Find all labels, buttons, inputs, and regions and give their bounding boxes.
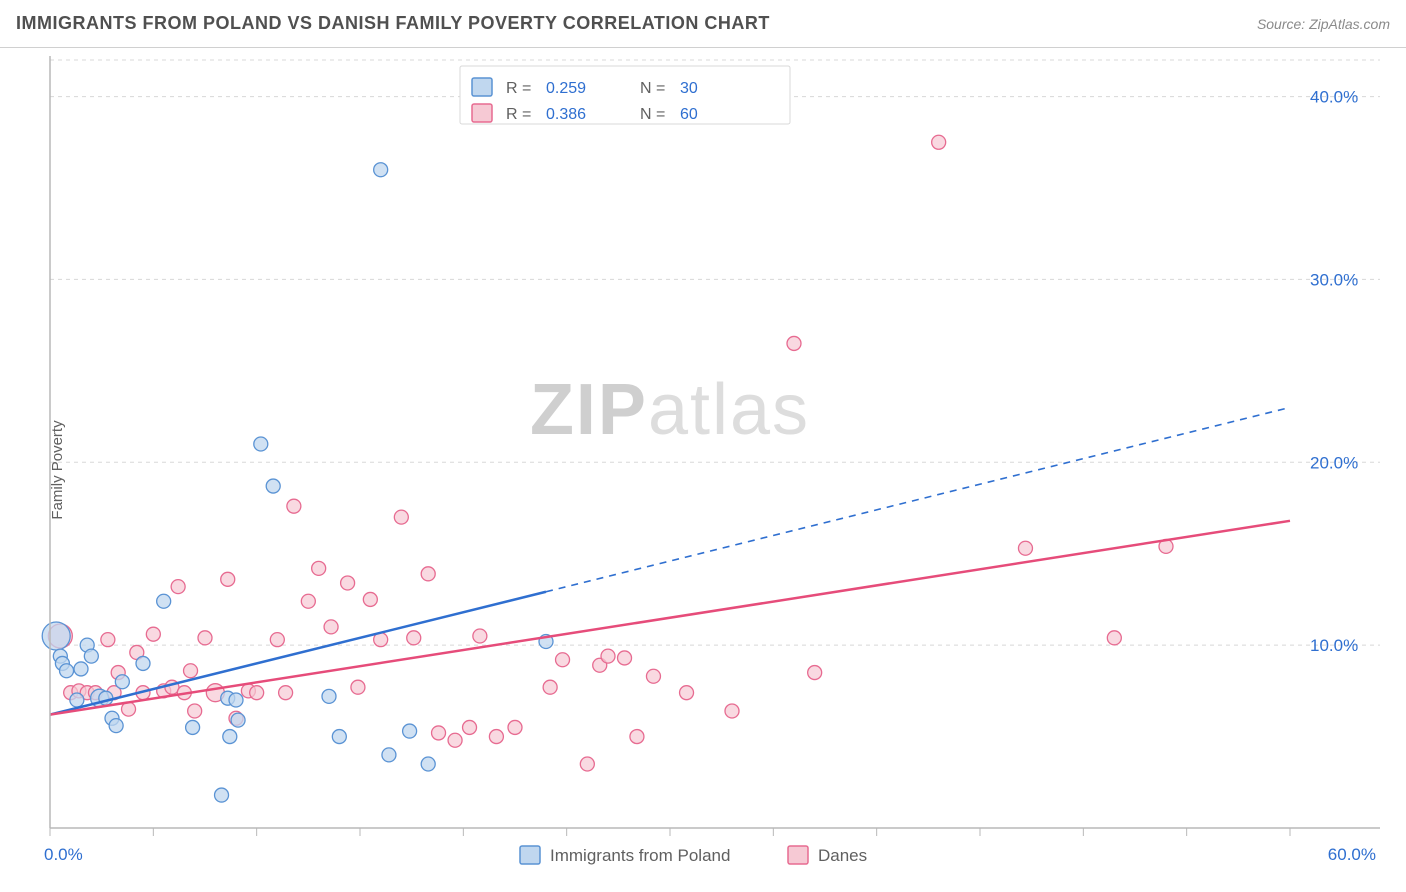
data-point xyxy=(266,479,280,493)
legend-n-label: N = xyxy=(640,106,665,123)
y-tick-label: 20.0% xyxy=(1310,453,1358,472)
data-point xyxy=(421,567,435,581)
y-tick-label: 30.0% xyxy=(1310,270,1358,289)
data-point xyxy=(70,693,84,707)
legend-r-label: R = xyxy=(506,80,531,97)
data-point xyxy=(341,576,355,590)
series-swatch xyxy=(520,846,540,864)
legend-r-value: 0.259 xyxy=(546,80,586,97)
data-point xyxy=(221,572,235,586)
data-point xyxy=(680,686,694,700)
trend-line xyxy=(50,521,1290,715)
chart-source: Source: ZipAtlas.com xyxy=(1257,16,1390,32)
scatter-chart: 10.0% 20.0% 30.0% 40.0% ZIPatlas 0.0% 60.0% R =… xyxy=(0,48,1406,892)
data-point xyxy=(432,726,446,740)
chart-area: Family Poverty 10.0% 20.0% 30.0% 40.0% ZIPat… xyxy=(0,48,1406,892)
data-point xyxy=(254,437,268,451)
data-point xyxy=(301,594,315,608)
legend-swatch xyxy=(472,78,492,96)
data-point xyxy=(223,730,237,744)
x-tick-label: 60.0% xyxy=(1328,845,1376,864)
legend-n-label: N = xyxy=(640,80,665,97)
data-point xyxy=(1018,541,1032,555)
data-point xyxy=(601,649,615,663)
data-point xyxy=(42,622,70,650)
data-point xyxy=(618,651,632,665)
data-point xyxy=(229,693,243,707)
data-point xyxy=(787,336,801,350)
data-point xyxy=(646,669,660,683)
data-point xyxy=(421,757,435,771)
data-point xyxy=(84,649,98,663)
data-point xyxy=(374,163,388,177)
trend-line xyxy=(50,592,546,715)
data-point xyxy=(215,788,229,802)
x-tick-label: 0.0% xyxy=(44,845,83,864)
series-swatch xyxy=(788,846,808,864)
data-point xyxy=(186,720,200,734)
data-point xyxy=(279,686,293,700)
data-point xyxy=(136,656,150,670)
data-point xyxy=(250,686,264,700)
y-tick-label: 10.0% xyxy=(1310,636,1358,655)
data-point xyxy=(287,499,301,513)
data-point xyxy=(448,733,462,747)
data-point xyxy=(60,664,74,678)
data-point xyxy=(489,730,503,744)
legend-n-value: 60 xyxy=(680,106,698,123)
data-point xyxy=(473,629,487,643)
data-point xyxy=(188,704,202,718)
data-point xyxy=(171,580,185,594)
data-point xyxy=(109,719,123,733)
data-point xyxy=(324,620,338,634)
data-point xyxy=(146,627,160,641)
legend-n-value: 30 xyxy=(680,80,698,97)
chart-header: IMMIGRANTS FROM POLAND VS DANISH FAMILY … xyxy=(0,0,1406,48)
data-point xyxy=(312,561,326,575)
data-point xyxy=(351,680,365,694)
data-point xyxy=(332,730,346,744)
data-point xyxy=(231,713,245,727)
legend-r-value: 0.386 xyxy=(546,106,586,123)
legend-r-label: R = xyxy=(506,106,531,123)
series-label: Danes xyxy=(818,846,867,865)
data-point xyxy=(363,592,377,606)
data-point xyxy=(407,631,421,645)
data-point xyxy=(630,730,644,744)
data-point xyxy=(932,135,946,149)
y-axis-label: Family Poverty xyxy=(49,420,66,519)
data-point xyxy=(198,631,212,645)
data-point xyxy=(463,720,477,734)
data-point xyxy=(270,633,284,647)
data-point xyxy=(157,594,171,608)
chart-title: IMMIGRANTS FROM POLAND VS DANISH FAMILY … xyxy=(16,13,770,34)
data-point xyxy=(508,720,522,734)
series-label: Immigrants from Poland xyxy=(550,846,730,865)
watermark: ZIPatlas xyxy=(530,370,810,450)
data-point xyxy=(394,510,408,524)
data-point xyxy=(808,666,822,680)
data-point xyxy=(1107,631,1121,645)
legend-swatch xyxy=(472,104,492,122)
data-point xyxy=(115,675,129,689)
data-point xyxy=(556,653,570,667)
data-point xyxy=(543,680,557,694)
data-point xyxy=(101,633,115,647)
data-point xyxy=(403,724,417,738)
data-point xyxy=(322,689,336,703)
data-point xyxy=(580,757,594,771)
data-point xyxy=(382,748,396,762)
y-tick-label: 40.0% xyxy=(1310,88,1358,107)
data-point xyxy=(184,664,198,678)
data-point xyxy=(725,704,739,718)
data-point xyxy=(74,662,88,676)
